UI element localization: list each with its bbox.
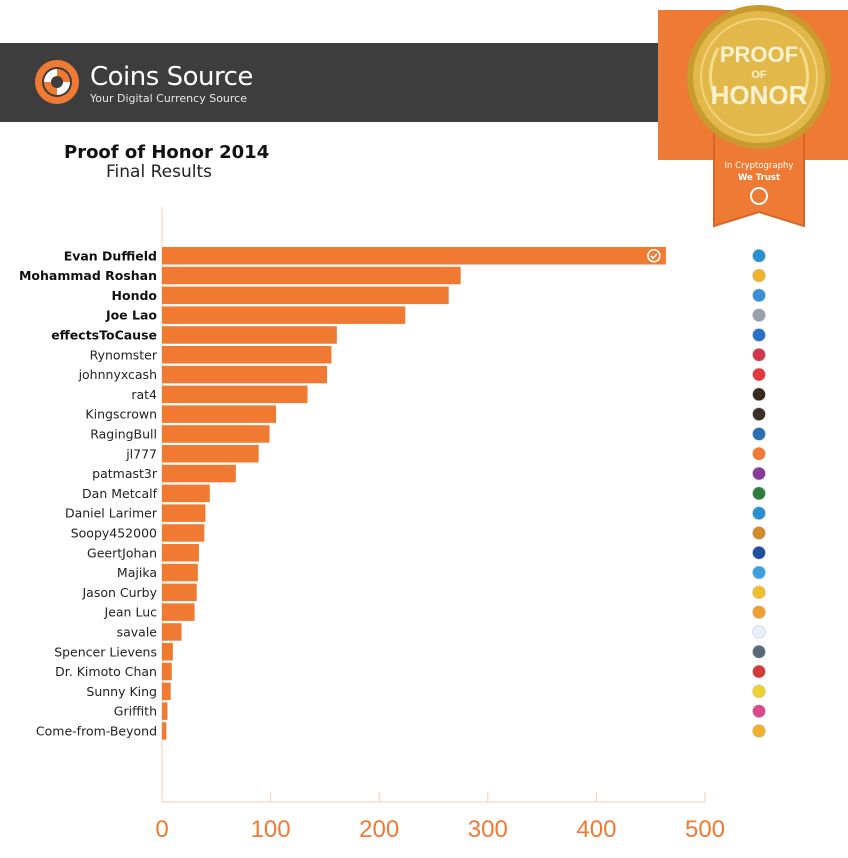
colorful-m-coin-icon bbox=[752, 704, 766, 718]
bar bbox=[162, 722, 167, 740]
dark-b-coin-icon bbox=[752, 387, 766, 402]
bar bbox=[162, 603, 195, 621]
white-nxt-coin-icon bbox=[752, 625, 766, 639]
category-label: savale bbox=[117, 624, 158, 639]
chart-title: Proof of Honor 2014 bbox=[64, 142, 270, 163]
category-label: patmast3r bbox=[92, 466, 158, 481]
category-label: Hondo bbox=[112, 288, 158, 303]
x-tick-label: 400 bbox=[576, 816, 616, 843]
orange-swirl-coin-icon bbox=[752, 446, 766, 461]
grey-coin-icon bbox=[752, 644, 766, 659]
category-label: Jason Curby bbox=[81, 585, 157, 600]
bar bbox=[162, 326, 337, 344]
bar bbox=[162, 623, 182, 641]
bar bbox=[162, 504, 206, 522]
bar bbox=[162, 306, 406, 324]
ribbon-coin-icon bbox=[750, 187, 768, 205]
category-label: rat4 bbox=[131, 387, 157, 402]
bar bbox=[162, 365, 328, 384]
category-label: GeertJohan bbox=[87, 545, 157, 560]
category-label: Evan Duffield bbox=[64, 248, 157, 263]
brand-tagline: Your Digital Currency Source bbox=[90, 92, 247, 105]
blue-b-coin-icon bbox=[752, 506, 766, 520]
category-label: effectsToCause bbox=[51, 327, 157, 342]
x-tick-label: 0 bbox=[155, 816, 168, 843]
badge-graphic: PROOF OF HONOR In Cryptography We Trust bbox=[658, 5, 848, 228]
category-label: Sunny King bbox=[86, 684, 157, 699]
chart-subtitle: Final Results bbox=[106, 162, 212, 182]
category-label: Griffith bbox=[114, 704, 157, 719]
bar bbox=[162, 662, 172, 681]
darkcoin-icon bbox=[752, 248, 766, 263]
x-tick-label: 500 bbox=[685, 816, 725, 843]
red-hex-coin-icon bbox=[752, 347, 766, 362]
check-mark-icon bbox=[650, 253, 658, 260]
bar bbox=[162, 682, 171, 701]
badge-ribbon-line1: In Cryptography bbox=[725, 161, 794, 171]
x-tick-label: 300 bbox=[468, 816, 508, 843]
bar bbox=[162, 425, 270, 443]
bar bbox=[162, 464, 236, 483]
bar bbox=[162, 563, 198, 582]
bar bbox=[162, 266, 461, 285]
silver-coin-icon bbox=[752, 308, 766, 322]
x-tick-label: 200 bbox=[359, 816, 399, 843]
bar bbox=[162, 385, 308, 404]
category-label: johnnyxcash bbox=[78, 367, 157, 382]
gold-coin-icon bbox=[752, 585, 766, 600]
blue-a-coin-icon bbox=[752, 565, 766, 580]
bar bbox=[162, 583, 197, 602]
blue-x-coin-icon bbox=[752, 288, 766, 303]
brand-name: Coins Source bbox=[90, 62, 253, 92]
category-label: Soopy452000 bbox=[71, 525, 157, 540]
badge-line3: HONOR bbox=[711, 80, 808, 110]
bar bbox=[162, 643, 173, 661]
dark-stack-coin-icon bbox=[752, 407, 766, 421]
gold-s-coin-icon bbox=[752, 724, 766, 738]
badge-line1: PROOF bbox=[720, 42, 798, 67]
category-label: Spencer Lievens bbox=[54, 644, 157, 659]
red-cross-coin-icon bbox=[752, 367, 766, 382]
bar bbox=[162, 524, 205, 542]
orange-s-coin-icon bbox=[752, 605, 766, 619]
category-label: Jean Luc bbox=[104, 605, 158, 620]
bar bbox=[162, 702, 168, 720]
x-tick-label: 100 bbox=[251, 816, 291, 843]
check-circle-icon bbox=[647, 248, 661, 263]
category-label: Kingscrown bbox=[85, 407, 157, 422]
bar bbox=[162, 405, 277, 423]
category-label: Majika bbox=[117, 565, 157, 580]
category-label: Joe Lao bbox=[105, 308, 157, 323]
proof-of-honor-badge: PROOF OF HONOR In Cryptography We Trust bbox=[658, 0, 848, 228]
category-label: Dr. Kimoto Chan bbox=[55, 664, 157, 679]
bar bbox=[162, 544, 199, 562]
category-label: jl777 bbox=[125, 446, 157, 461]
coins-source-logo-icon bbox=[35, 60, 79, 104]
star-coin-icon bbox=[752, 268, 766, 283]
bar bbox=[162, 484, 210, 503]
red-grid-coin-icon bbox=[752, 664, 766, 679]
purple-branch-coin-icon bbox=[752, 466, 766, 481]
category-label: RagingBull bbox=[90, 426, 157, 441]
badge-line2: OF bbox=[751, 69, 767, 81]
category-label: Rynomster bbox=[90, 347, 158, 362]
category-label: Mohammad Roshan bbox=[19, 268, 157, 283]
v-coin-icon bbox=[752, 328, 766, 342]
bar bbox=[162, 286, 449, 305]
green-x-coin-icon bbox=[752, 486, 766, 501]
category-label: Dan Metcalf bbox=[82, 486, 158, 501]
bar bbox=[162, 445, 259, 463]
yellow-p-coin-icon bbox=[752, 684, 766, 699]
blue-g-coin-icon bbox=[752, 545, 766, 560]
category-label: Daniel Larimer bbox=[65, 506, 158, 521]
bar bbox=[162, 346, 332, 364]
badge-ribbon-line2: We Trust bbox=[738, 173, 780, 183]
category-label: Come-from-Beyond bbox=[36, 723, 157, 738]
bar bbox=[162, 247, 666, 265]
no-sign-coin-icon bbox=[752, 526, 766, 540]
blue-network-coin-icon bbox=[752, 427, 766, 441]
